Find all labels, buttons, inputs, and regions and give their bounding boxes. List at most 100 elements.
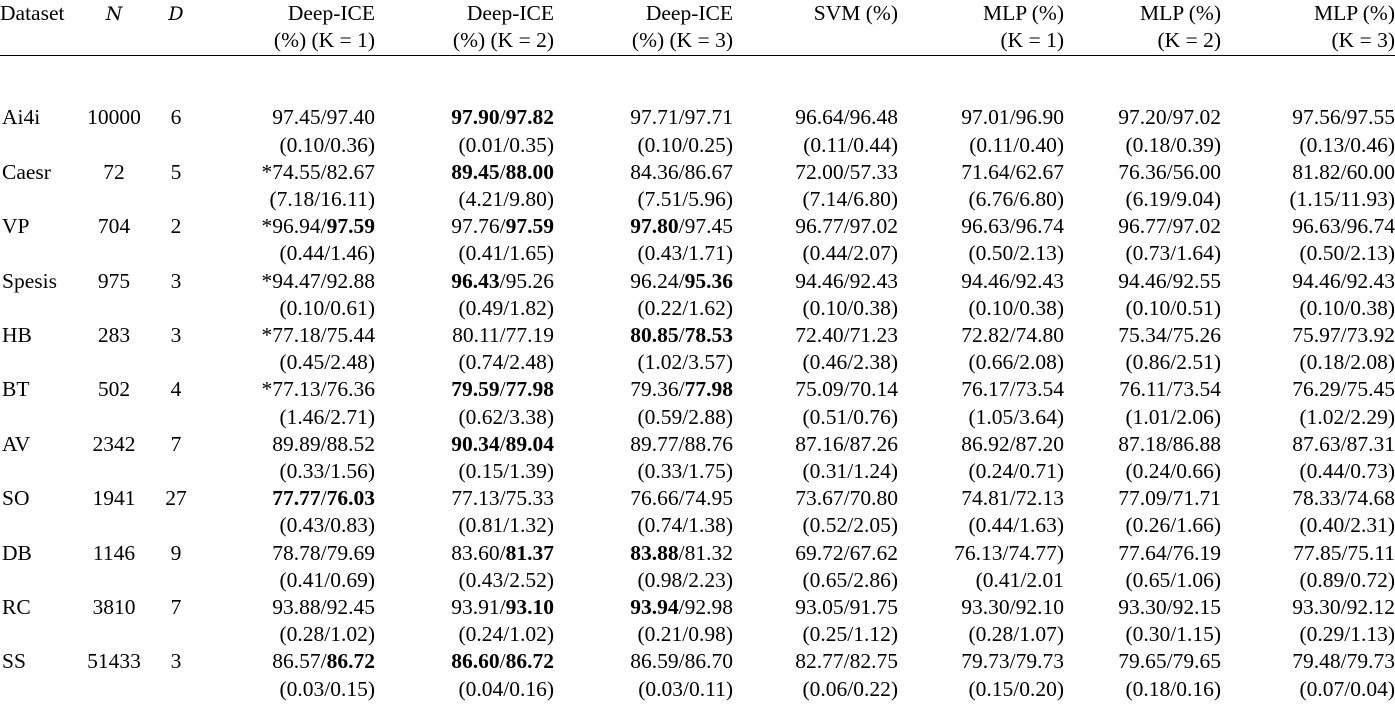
train-accuracy: 84.36 (630, 159, 679, 184)
accuracy-value: 97.45/97.40 (202, 104, 375, 131)
header-method-line1: Deep-ICE (466, 1, 554, 25)
result-cell: 76.66/74.95 (0.74/1.38) (554, 485, 733, 539)
test-accuracy: 92.43 (849, 268, 898, 293)
test-accuracy: 97.40 (326, 105, 375, 130)
accuracy-value: 87.63/87.31 (1221, 431, 1395, 458)
train-accuracy: 93.30 (961, 595, 1010, 620)
dataset-name: AV (2, 431, 31, 456)
accuracy-value: 77.13/75.33 (375, 485, 554, 512)
value-separator: / (499, 377, 506, 402)
train-accuracy: 86.57 (272, 649, 321, 674)
test-accuracy: 76.19 (1172, 540, 1221, 565)
accuracy-value: 83.88/81.32 (554, 540, 733, 567)
std-value: (0.24/0.71) (968, 459, 1064, 484)
train-accuracy: 96.94 (272, 214, 321, 239)
result-cell: 97.20/97.02 (0.18/0.39) (1064, 104, 1221, 158)
accuracy-value: 79.65/79.65 (1064, 648, 1221, 675)
std-value: (0.04/0.16) (458, 676, 554, 701)
test-accuracy: 87.26 (849, 431, 898, 456)
train-accuracy: 97.80 (630, 214, 679, 239)
result-cell: 93.91/93.10 (0.24/1.02) (375, 594, 554, 648)
significance-marker: * (261, 159, 273, 184)
std-value: (0.26/1.66) (1125, 513, 1221, 538)
train-accuracy: 77.85 (1293, 540, 1342, 565)
std-value: (1.02/3.57) (637, 350, 733, 375)
result-cell: 97.45/97.40 (0.10/0.36) (202, 104, 375, 158)
train-accuracy: 77.13 (451, 486, 500, 511)
result-cell: 94.46/92.55 (0.10/0.51) (1064, 268, 1221, 322)
value-separator: / (678, 431, 685, 456)
train-accuracy: 83.60 (451, 540, 500, 565)
result-cell: 94.46/92.43 (0.10/0.38) (1221, 268, 1395, 322)
value-separator: / (1340, 323, 1347, 348)
table-row: VP 704 2 *96.94/97.59 (0.44/1.46) 97.76/97.59… (0, 213, 1395, 267)
dataset-n: 283 (97, 323, 131, 348)
result-cell: 72.00/57.33 (7.14/6.80) (733, 159, 898, 213)
dataset-n: 3810 (92, 595, 136, 620)
value-separator: / (843, 595, 850, 620)
train-accuracy: 78.78 (272, 540, 321, 565)
train-accuracy: 77.77 (272, 486, 321, 511)
result-cell: 97.01/96.90 (0.11/0.40) (898, 104, 1064, 158)
accuracy-value: 96.64/96.48 (733, 104, 898, 131)
value-separator: / (1166, 540, 1173, 565)
result-cell: 80.11/77.19 (0.74/2.48) (375, 322, 554, 376)
std-value: (0.01/0.35) (458, 132, 554, 157)
header-method-3: Deep-ICE (%) (K = 3) (554, 0, 733, 57)
std-value: (0.21/0.98) (637, 622, 733, 647)
train-accuracy: 79.36 (630, 377, 679, 402)
test-accuracy: 81.32 (684, 540, 733, 565)
accuracy-value: 97.01/96.90 (898, 104, 1064, 131)
test-accuracy: 77.19 (505, 323, 554, 348)
value-separator: / (1340, 159, 1347, 184)
accuracy-value: 97.90/97.82 (375, 104, 554, 131)
std-value: (1.01/2.06) (1125, 404, 1221, 429)
dataset-d: 27 (165, 486, 187, 511)
train-accuracy: 96.63 (1292, 214, 1341, 239)
header-method-line2 (733, 27, 898, 54)
std-value: (1.05/3.64) (968, 404, 1064, 429)
train-accuracy: 77.64 (1118, 540, 1167, 565)
table-row: SO 1941 27 77.77/76.03 (0.43/0.83) 77.13/75.3… (0, 485, 1395, 539)
dataset-name: BT (2, 377, 30, 402)
test-accuracy: 75.33 (505, 486, 554, 511)
table-row: SS 51433 3 86.57/86.72 (0.03/0.15) 86.60/86.7… (0, 648, 1395, 702)
result-cell: 96.77/97.02 (0.73/1.64) (1064, 213, 1221, 267)
accuracy-value: 75.09/70.14 (733, 376, 898, 403)
value-separator: / (1009, 486, 1016, 511)
train-accuracy: 96.24 (630, 268, 679, 293)
test-accuracy: 97.59 (326, 214, 375, 239)
result-cell: 79.73/79.73 (0.15/0.20) (898, 648, 1064, 702)
accuracy-value: 80.85/78.53 (554, 322, 733, 349)
test-accuracy: 87.31 (1346, 431, 1395, 456)
std-value: (0.11/0.44) (803, 132, 898, 157)
result-cell: *77.18/75.44 (0.45/2.48) (202, 322, 375, 376)
table-row: AV 2342 7 89.89/88.52 (0.33/1.56) 90.34/89.04… (0, 431, 1395, 485)
test-accuracy: 97.59 (505, 214, 554, 239)
std-value: (0.07/0.04) (1299, 676, 1395, 701)
accuracy-value: *77.18/75.44 (202, 322, 375, 349)
dataset-n: 502 (97, 377, 131, 402)
value-separator: / (1166, 159, 1173, 184)
train-accuracy: 75.09 (795, 377, 844, 402)
result-cell: 96.77/97.02 (0.44/2.07) (733, 213, 898, 267)
train-accuracy: 74.55 (272, 159, 321, 184)
result-cell: 72.40/71.23 (0.46/2.38) (733, 322, 898, 376)
value-separator: / (1340, 595, 1347, 620)
result-cell: 87.63/87.31 (0.44/0.73) (1221, 431, 1395, 485)
accuracy-value: 89.45/88.00 (375, 159, 554, 186)
accuracy-value: 86.59/86.70 (554, 648, 733, 675)
dataset-n: 1146 (92, 540, 136, 565)
table-body: Ai4i 10000 6 97.45/97.40 (0.10/0.36) 97.90/97… (0, 56, 1395, 703)
result-cell: *96.94/97.59 (0.44/1.46) (202, 213, 375, 267)
value-separator: / (1340, 268, 1347, 293)
train-accuracy: 97.01 (961, 105, 1010, 130)
dataset-d: 7 (170, 431, 182, 456)
result-cell: 87.18/86.88 (0.24/0.66) (1064, 431, 1221, 485)
value-separator: / (843, 105, 850, 130)
std-value: (0.49/1.82) (458, 295, 554, 320)
result-cell: 93.94/92.98 (0.21/0.98) (554, 594, 733, 648)
std-value: (0.74/1.38) (637, 513, 733, 538)
test-accuracy: 74.95 (684, 486, 733, 511)
value-separator: / (1166, 486, 1173, 511)
